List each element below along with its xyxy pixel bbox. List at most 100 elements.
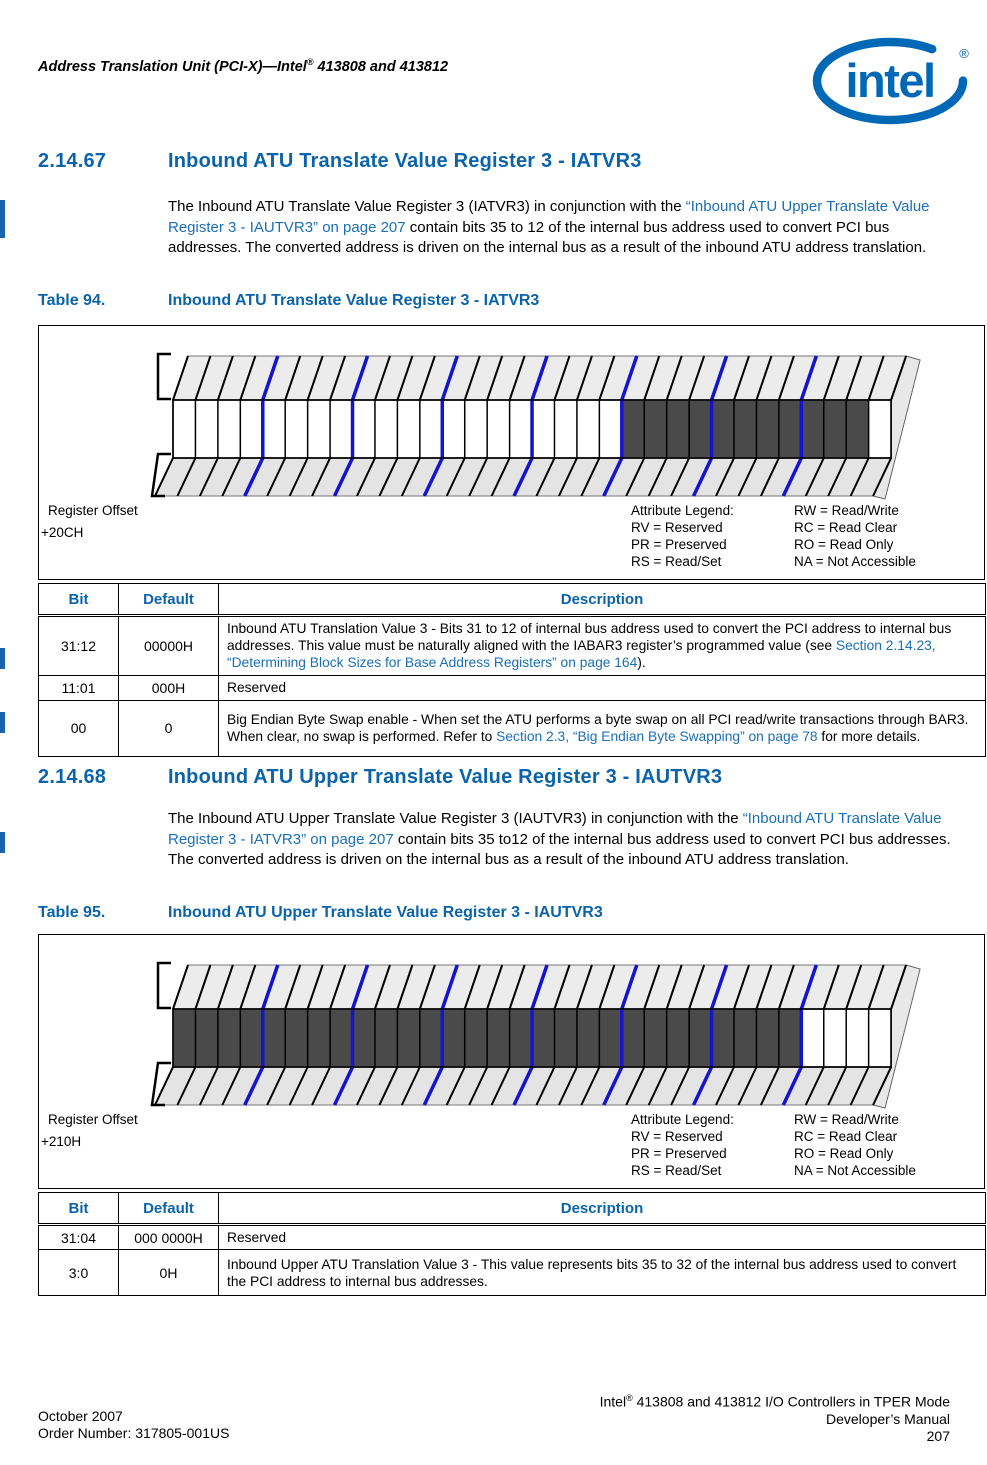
attribute-legend-left: Attribute Legend: RV = Reserved PR = Pre… <box>631 1111 734 1179</box>
section-heading-2-14-67: 2.14.67 Inbound ATU Translate Value Regi… <box>38 150 642 173</box>
cross-reference-link-section-2-3[interactable]: Section 2.3, “Big Endian Byte Swapping” … <box>496 729 818 745</box>
register-offset-value: +20CH <box>41 525 84 540</box>
description-text: Reserved <box>227 680 287 695</box>
change-bar <box>0 648 5 669</box>
legend-line: RS = Read/Set <box>631 554 722 569</box>
paragraph-text: The Inbound ATU Translate Value Register… <box>168 198 686 215</box>
column-header-bit: Bit <box>38 1192 119 1226</box>
column-header-description: Description <box>218 1192 986 1226</box>
legend-line: PR = Preserved <box>631 537 727 552</box>
legend-line: RC = Read Clear <box>794 520 898 535</box>
default-cell: 0H <box>118 1249 219 1297</box>
description-text: Big Endian Byte Swap enable - When set t… <box>227 711 969 745</box>
bit-cell: 11:01 <box>38 674 119 701</box>
register-table-iautvr3: Bit Default Description 31:04 000 0000H … <box>38 1192 986 1297</box>
bit-cell: 31:04 <box>38 1223 119 1251</box>
table-caption-label: Table 95. <box>38 904 106 921</box>
description-cell: Inbound Upper ATU Translation Value 3 - … <box>218 1249 986 1297</box>
cross-reference-link-iatvr3[interactable]: “Inbound ATU Translate Value Register 3 … <box>168 810 942 848</box>
running-header: Address Translation Unit (PCI-X)—Intel® … <box>38 57 448 75</box>
legend-line: RS = Read/Set <box>631 1163 722 1178</box>
change-bar <box>0 200 5 238</box>
bit-cell: 00 <box>38 699 119 757</box>
description-cell: Reserved <box>218 674 986 701</box>
register-table-iatvr3: Bit Default Description 31:12 00000H Inb… <box>38 583 986 757</box>
register-figure-iautvr3: Register Offset +210H Attribute Legend: … <box>38 934 985 1189</box>
attribute-legend-right: RW = Read/Write RC = Read Clear RO = Rea… <box>794 1111 916 1179</box>
default-cell: 000H <box>118 674 219 701</box>
default-cell: 0 <box>118 699 219 757</box>
legend-line: NA = Not Accessible <box>794 554 916 569</box>
table-caption-label: Table 94. <box>38 292 106 309</box>
attribute-legend-left: Attribute Legend: RV = Reserved PR = Pre… <box>631 502 734 570</box>
footer-product-line: Intel® 413808 and 413812 I/O Controllers… <box>600 1390 950 1411</box>
description-cell: Big Endian Byte Swap enable - When set t… <box>218 699 986 757</box>
register-offset-label: Register Offset <box>48 503 138 518</box>
legend-line: RO = Read Only <box>794 537 894 552</box>
column-header-description: Description <box>218 583 986 617</box>
legend-line: RC = Read Clear <box>794 1129 898 1144</box>
footer-date: October 2007 <box>38 1408 123 1424</box>
table-row: 3:0 0H Inbound Upper ATU Translation Val… <box>38 1249 986 1297</box>
column-header-default: Default <box>118 1192 219 1226</box>
table-row: 11:01 000H Reserved <box>38 674 986 701</box>
description-cell: Reserved <box>218 1223 986 1251</box>
attribute-legend-right: RW = Read/Write RC = Read Clear RO = Rea… <box>794 502 916 570</box>
footer-right: Intel® 413808 and 413812 I/O Controllers… <box>600 1390 950 1445</box>
cross-reference-link-section-2-14-23[interactable]: Section 2.14.23, “Determining Block Size… <box>227 638 936 671</box>
column-header-bit: Bit <box>38 583 119 617</box>
default-cell: 00000H <box>118 615 219 676</box>
section-number: 2.14.68 <box>38 766 107 788</box>
registered-mark: ® <box>626 1393 633 1403</box>
table-header-row: Bit Default Description <box>38 1192 986 1226</box>
section-paragraph: The Inbound ATU Upper Translate Value Re… <box>168 809 960 871</box>
intel-logo-word: intel <box>845 54 934 107</box>
description-text: Inbound Upper ATU Translation Value 3 - … <box>227 1256 957 1289</box>
footer-text-2: 413808 and 413812 I/O Controllers in TPE… <box>632 1393 950 1410</box>
intel-logo-registered: ® <box>959 46 969 61</box>
intel-logo: intel ® <box>812 37 969 125</box>
legend-line: PR = Preserved <box>631 1146 727 1161</box>
register-offset-value: +210H <box>41 1134 82 1149</box>
footer-page-number: 207 <box>926 1427 950 1444</box>
table-caption-title: Inbound ATU Upper Translate Value Regist… <box>168 904 603 921</box>
registered-mark: ® <box>306 57 314 67</box>
description-text-2: ). <box>637 655 646 671</box>
legend-line: RW = Read/Write <box>794 1112 899 1127</box>
description-text: Reserved <box>227 1230 287 1245</box>
register-bit-diagram <box>150 352 921 500</box>
register-offset-label: Register Offset <box>48 1112 138 1127</box>
change-bar <box>0 832 5 853</box>
legend-line: Attribute Legend: <box>631 503 734 518</box>
section-heading-2-14-68: 2.14.68 Inbound ATU Upper Translate Valu… <box>38 766 722 789</box>
table-header-row: Bit Default Description <box>38 583 986 617</box>
footer-text: Intel <box>599 1393 627 1410</box>
table-94-caption: Table 94. Inbound ATU Translate Value Re… <box>38 292 539 310</box>
bit-cell: 31:12 <box>38 615 119 676</box>
register-bit-diagram <box>150 961 921 1109</box>
bit-cell: 3:0 <box>38 1249 119 1297</box>
register-figure-iatvr3: Register Offset +20CH Attribute Legend: … <box>38 325 985 580</box>
default-cell: 000 0000H <box>118 1223 219 1251</box>
footer-order-number: Order Number: 317805-001US <box>38 1425 230 1441</box>
running-header-text: Address Translation Unit (PCI-X)—Intel <box>38 58 307 75</box>
section-title: Inbound ATU Upper Translate Value Regist… <box>168 766 723 788</box>
table-row: 00 0 Big Endian Byte Swap enable - When … <box>38 699 986 757</box>
legend-line: RV = Reserved <box>631 520 723 535</box>
description-text-2: for more details. <box>817 729 921 745</box>
cross-reference-link-iautvr3[interactable]: “Inbound ATU Upper Translate Value Regis… <box>168 198 930 236</box>
section-paragraph: The Inbound ATU Translate Value Register… <box>168 197 960 259</box>
footer-left: October 2007 Order Number: 317805-001US <box>38 1408 229 1442</box>
table-row: 31:04 000 0000H Reserved <box>38 1223 986 1251</box>
running-header-text-2: 413808 and 413812 <box>313 58 449 75</box>
description-cell: Inbound ATU Translation Value 3 - Bits 3… <box>218 615 986 676</box>
paragraph-text: The Inbound ATU Upper Translate Value Re… <box>168 810 743 827</box>
table-caption-title: Inbound ATU Translate Value Register 3 -… <box>168 292 540 309</box>
change-bar <box>0 712 5 733</box>
column-header-default: Default <box>118 583 219 617</box>
legend-line: Attribute Legend: <box>631 1112 734 1127</box>
legend-line: RV = Reserved <box>631 1129 723 1144</box>
description-text: Inbound ATU Translation Value 3 - Bits 3… <box>227 621 952 654</box>
table-row: 31:12 00000H Inbound ATU Translation Val… <box>38 615 986 676</box>
section-title: Inbound ATU Translate Value Register 3 -… <box>168 150 642 172</box>
